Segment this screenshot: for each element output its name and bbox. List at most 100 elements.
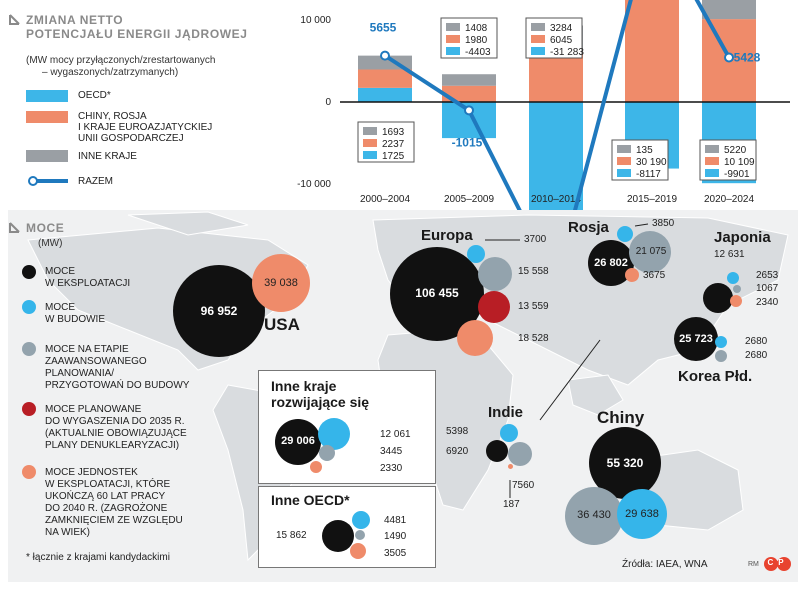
legend-operating-2: W EKSPLOATACJI: [45, 278, 131, 289]
china-label: Chiny: [597, 408, 645, 427]
russia-planned-circle: [629, 231, 671, 273]
usa-label: USA: [264, 315, 300, 334]
usa-old-circle: [252, 254, 310, 312]
other-oecd-operating-circle: [322, 520, 354, 552]
total-point: [724, 52, 734, 63]
y-tick-label: 0: [325, 97, 331, 108]
japan-old-circle: [730, 295, 742, 307]
developing-operating-circle: [275, 419, 321, 465]
japan-old-value: 2340: [756, 297, 779, 308]
callout-value: -8117: [636, 169, 661, 180]
usa-operating-circle: [173, 265, 265, 357]
legend-old-6: NA WIEK): [45, 527, 91, 538]
china-planned-value: 36 430: [577, 509, 611, 521]
europe-old-value: 18 528: [518, 333, 549, 344]
callout-swatch: [617, 145, 631, 153]
europe-construction-circle: [467, 245, 485, 263]
callout-value: 6045: [550, 35, 573, 46]
china-planned-circle: [565, 487, 623, 545]
korea-label: Korea Płd.: [678, 368, 753, 385]
callout-swatch: [531, 23, 545, 31]
bar-segment: [442, 74, 496, 86]
legend-retire-4: PLANY DENUKLEARYZACJI): [45, 440, 180, 451]
legend-label-china-1: CHINY, ROSJA: [78, 111, 147, 122]
total-label: 5655: [370, 21, 397, 35]
india-planned-circle: [508, 442, 532, 466]
author-initials: RM: [748, 561, 759, 568]
legend-dot-retire: [22, 402, 36, 416]
callout-value: -31 283: [550, 47, 584, 58]
southeast-asia-shape: [567, 374, 624, 416]
capacity-title: MOCE: [26, 221, 65, 235]
legend-swatch-china: [26, 111, 68, 123]
callout-swatch: [617, 169, 631, 177]
developing-label-1: Inne kraje: [271, 378, 337, 394]
capacity-unit: (MW): [38, 238, 63, 249]
x-tick-label: 2020–2024: [704, 194, 754, 205]
x-tick-label: 2015–2019: [627, 194, 677, 205]
legend-planned-1: MOCE NA ETAPIE: [45, 344, 129, 355]
korea-construction-circle: [715, 336, 727, 348]
other-oecd-construction-circle: [352, 511, 370, 529]
legend-label-china-3: UNII GOSPODARCZEJ: [78, 133, 184, 144]
callout-value: 1980: [465, 35, 488, 46]
developing-construction-value: 12 061: [380, 429, 411, 440]
y-tick-label: -10 000: [297, 179, 331, 190]
legend-label-total: RAZEM: [78, 176, 113, 187]
usa-operating-value: 96 952: [200, 304, 238, 318]
callout-value: -9901: [724, 169, 750, 180]
china-operating-value: 55 320: [606, 456, 644, 470]
callout-value: 10 109: [724, 157, 755, 168]
y-tick-label: 10 000: [300, 15, 331, 26]
legend-old-1: MOCE JEDNOSTEK: [45, 467, 138, 478]
callout-value: 2237: [382, 139, 405, 150]
europe-operating-value: 106 455: [415, 286, 459, 300]
bar-segment: [529, 52, 583, 102]
callout-swatch: [446, 35, 460, 43]
legend-label-other: INNE KRAJE: [78, 151, 137, 162]
legend-old-2: W EKSPLOATACJI, KTÓRE: [45, 479, 171, 490]
top-title-line1: ZMIANA NETTO: [26, 13, 124, 27]
total-label: -1015: [452, 135, 483, 149]
x-tick-label: 2005–2009: [444, 194, 494, 205]
usa-old-value: 39 038: [264, 277, 298, 289]
legend-dot-old: [22, 465, 36, 479]
other-oecd-construction-value: 4481: [384, 515, 407, 526]
callout-value: 5220: [724, 145, 747, 156]
china-construction-circle: [617, 489, 667, 539]
developing-construction-circle: [318, 418, 350, 450]
europe-planned-value: 15 558: [518, 266, 549, 277]
india-old-circle: [508, 464, 513, 469]
callout-swatch: [446, 23, 460, 31]
bar-segment: [442, 85, 496, 102]
europe-planned-circle: [478, 257, 512, 291]
europe-label: Europa: [421, 227, 473, 244]
callout-value: -4403: [465, 47, 491, 58]
legend-old-3: UKOŃCZĄ 60 LAT PRACY: [45, 491, 166, 502]
korea-planned-value: 2680: [745, 350, 768, 361]
bar-segment: [702, 0, 756, 20]
callout-swatch: [363, 139, 377, 147]
korea-planned-circle: [715, 350, 727, 362]
india-construction-circle: [500, 424, 518, 442]
russia-old-value: 3675: [643, 270, 666, 281]
callout-swatch: [705, 157, 719, 165]
europe-retire-circle: [478, 291, 510, 323]
callout-swatch: [705, 169, 719, 177]
other-oecd-planned-circle: [355, 530, 365, 540]
other-oecd-planned-value: 1490: [384, 531, 407, 542]
corner-arrow-icon-2: [9, 222, 20, 233]
corner-arrow-icon: [9, 14, 20, 25]
callout-swatch: [617, 157, 631, 165]
legend-retire-1: MOCE PLANOWANE: [45, 404, 142, 415]
legend-operating-1: MOCE: [45, 266, 75, 277]
europe-construction-value: 3700: [524, 234, 547, 245]
other-oecd-old-circle: [350, 543, 366, 559]
india-planned-value: 7560: [512, 480, 535, 491]
total-line: [383, 0, 731, 210]
legend-retire-3: (AKTUALNIE OBOWIĄZUJĄCE: [45, 428, 187, 439]
bar-segment: [358, 87, 412, 102]
other-oecd-label: Inne OECD*: [271, 492, 350, 508]
callout-value: 30 190: [636, 157, 667, 168]
